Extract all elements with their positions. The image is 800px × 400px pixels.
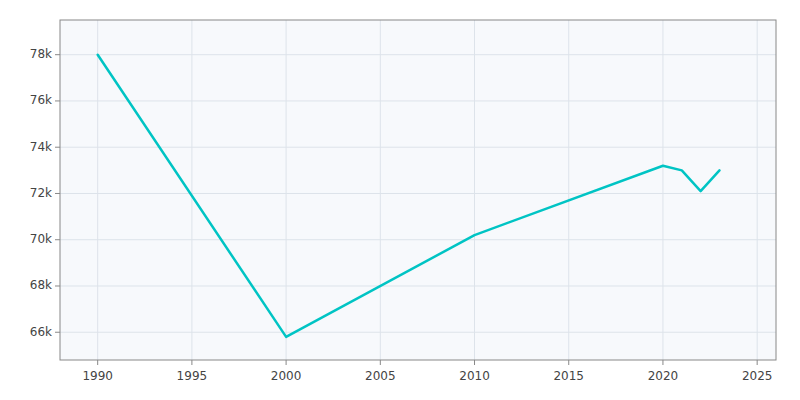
tick-y [55,332,60,333]
tick-label-x: 2015 [553,369,584,383]
tick-label-x: 1995 [177,369,208,383]
tick-label-y: 72k [30,186,52,200]
chart-svg: 66k 68k 70k 72k 74k 76k 78k 1990 1995 2000 2005 201… [0,0,800,400]
plot-background [60,20,776,360]
tick-x [286,360,287,365]
grid-line-y [60,239,776,240]
tick-label-x: 2020 [648,369,679,383]
grid-line-y [60,193,776,194]
grid-line-y [60,147,776,148]
tick-label-x: 2005 [365,369,396,383]
grid-line-x [380,20,381,360]
grid-line-y [60,332,776,333]
chart-container: 66k 68k 70k 72k 74k 76k 78k 1990 1995 2000 2005 201… [0,0,800,400]
tick-y [55,54,60,55]
grid-line-x [662,20,663,360]
tick-x [191,360,192,365]
tick-y [55,285,60,286]
tick-label-y: 68k [30,278,52,292]
tick-label-x: 2010 [459,369,490,383]
tick-label-y: 66k [30,325,52,339]
tick-label-y: 78k [30,47,52,61]
grid-line-x [474,20,475,360]
grid-line-x [97,20,98,360]
tick-label-x: 1990 [82,369,113,383]
tick-x [568,360,569,365]
tick-x [474,360,475,365]
grid-line-x [191,20,192,360]
grid-line-y [60,285,776,286]
grid-line-x [286,20,287,360]
grid-line-x [757,20,758,360]
axes: 66k 68k 70k 72k 74k 76k 78k 1990 1995 2000 2005 201… [30,47,773,383]
grid-line-y [60,100,776,101]
grid [60,20,776,360]
tick-label-y: 74k [30,140,52,154]
tick-label-x: 2025 [742,369,773,383]
tick-x [662,360,663,365]
tick-y [55,239,60,240]
grid-line-x [568,20,569,360]
tick-x [97,360,98,365]
tick-label-y: 76k [30,93,52,107]
tick-label-x: 2000 [271,369,302,383]
grid-line-y [60,54,776,55]
plot-frame [60,20,776,360]
tick-y [55,100,60,101]
tick-label-y: 70k [30,232,52,246]
tick-y [55,193,60,194]
tick-x [757,360,758,365]
tick-x [380,360,381,365]
line [98,55,720,337]
series-group [98,55,720,337]
tick-y [55,147,60,148]
